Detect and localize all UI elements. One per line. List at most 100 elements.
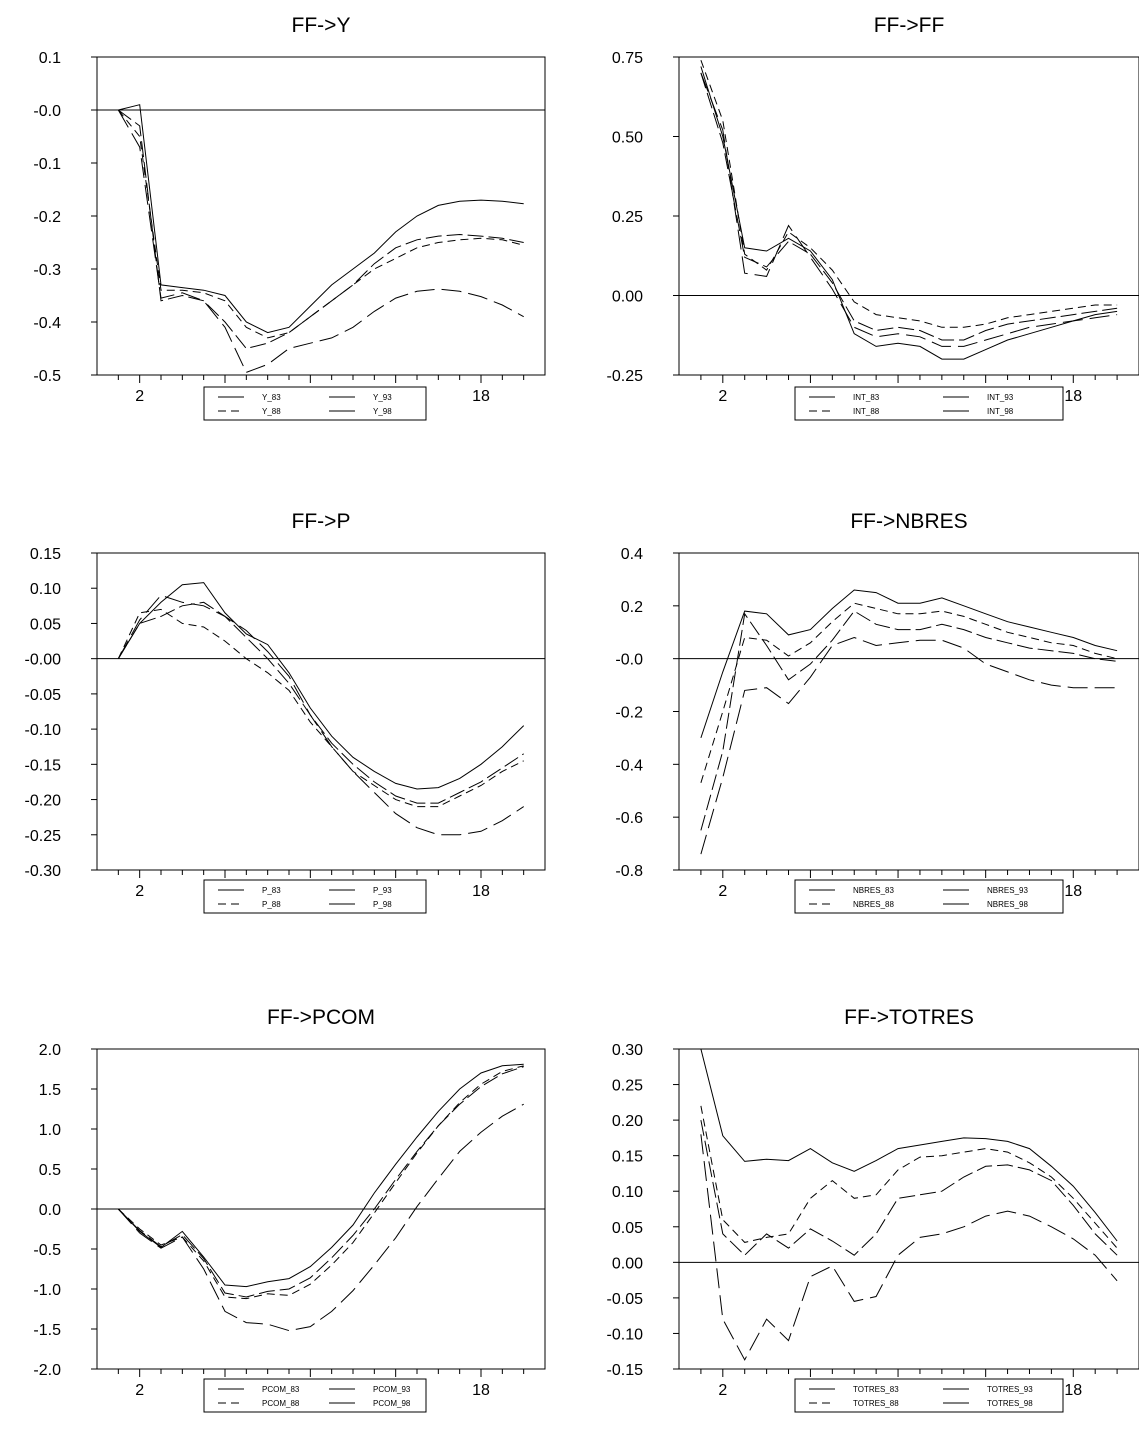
y-tick-label: -0.2 [615,705,643,722]
y-tick-label: 0.25 [612,209,643,226]
legend-label: Y_98 [373,407,392,416]
legend-label: PCOM_98 [373,1399,411,1408]
legend-label: PCOM_93 [373,1385,411,1394]
y-tick-label: 0.25 [612,1078,643,1095]
y-tick-label: 0.2 [621,599,643,616]
chart-panel: FF->PCOM 2.0 1.5 1.0 0.5 0.0 -0.5 -1.0 -1.5 -2.0 2… [33,1006,546,1413]
y-tick-label: 0.15 [30,546,61,563]
y-tick-label: -0.25 [607,368,644,385]
y-tick-label: -0.30 [25,863,62,880]
series-line-int_83 [700,66,1118,360]
series-line-int_88 [700,60,1118,328]
chart-panel: FF->P 0.15 0.10 0.05 -0.00 -0.05 -0.10 -0.15 -0.… [25,510,546,914]
y-tick-label: -0.3 [33,262,61,279]
legend-box [203,879,427,914]
y-tick-label: 0.15 [612,1149,643,1166]
legend-label: INT_83 [853,393,880,402]
chart-panel: FF->NBRES0.40.2-0.0-0.2-0.4-0.6-0.826101… [615,510,1139,914]
y-tick-label: -0.1 [33,156,61,173]
chart-title: FF->P [292,510,351,533]
y-tick-label: -0.2 [33,209,61,226]
legend-label: TOTRES_83 [853,1385,899,1394]
y-tick-label: -0.6 [615,810,643,827]
y-tick-label: -0.10 [607,1326,644,1343]
y-tick-label: -0.15 [607,1362,644,1379]
legend-label: NBRES_93 [987,886,1028,895]
y-tick-label: 0.0 [39,1202,61,1219]
legend-label: P_93 [373,886,392,895]
chart-title: FF->FF [874,14,945,37]
plot-frame [96,56,546,376]
y-tick-label: -0.4 [615,757,643,774]
x-tick-label: 18 [1064,388,1082,405]
series-line-p_83 [117,582,525,790]
series-line-totres_93 [700,1120,1118,1256]
legend-label: PCOM_83 [262,1385,300,1394]
plot-frame [678,1048,1139,1370]
legend-label: Y_83 [262,393,281,402]
y-tick-label: -0.05 [607,1291,644,1308]
plot-frame [96,552,546,871]
x-tick-label: 18 [472,883,490,900]
y-tick-label: -0.5 [33,1242,61,1259]
legend-label: P_98 [373,900,392,909]
series-line-nbres_98 [700,636,1118,855]
chart-title: FF->TOTRES [844,1006,974,1029]
legend-label: TOTRES_88 [853,1399,899,1408]
legend-box [794,879,1064,914]
y-tick-label: 0.30 [612,1042,643,1059]
y-tick-label: -0.8 [615,863,643,880]
plot-frame [678,56,1139,376]
y-tick-label: -0.15 [25,757,62,774]
chart-title: FF->NBRES [850,510,967,533]
series-line-y_83 [118,104,524,334]
series-line-y_88 [117,109,524,339]
series-line-p_88 [117,608,524,808]
x-tick-label: 18 [1064,1382,1082,1399]
y-tick-label: 0.50 [612,130,643,147]
y-tick-label: -0.00 [25,652,62,669]
series-line-pcom_83 [117,1063,524,1288]
chart-panel: FF->Y0.1-0.0-0.1-0.2-0.3-0.4-0.526101418… [33,14,546,421]
series-line-y_98 [117,109,524,374]
legend-label: P_88 [262,900,281,909]
legend-label: Y_88 [262,407,281,416]
y-tick-label: -0.05 [25,687,62,704]
legend-label: NBRES_83 [853,886,894,895]
y-tick-label: -0.4 [33,315,61,332]
series-line-totres_83 [700,1048,1118,1242]
y-tick-label: 0.75 [612,50,643,67]
series-line-y_93 [118,109,524,350]
series-line-totres_88 [700,1105,1118,1249]
y-tick-label: 0.10 [30,581,61,598]
legend-box [203,1378,427,1413]
series-line-nbres_83 [700,589,1118,739]
legend-label: INT_88 [853,407,880,416]
y-tick-label: -1.5 [33,1322,61,1339]
y-tick-label: 0.00 [612,1255,643,1272]
y-tick-label: 0.5 [39,1162,61,1179]
y-tick-label: 0.05 [30,616,61,633]
legend-label: Y_93 [373,393,392,402]
legend-label: NBRES_98 [987,900,1028,909]
series-line-nbres_88 [700,602,1118,783]
y-tick-label: 1.0 [39,1122,61,1139]
legend-label: TOTRES_98 [987,1399,1033,1408]
x-tick-label: 2 [135,388,144,405]
y-tick-label: -2.0 [33,1362,61,1379]
legend-box [794,386,1064,421]
x-tick-label: 2 [135,883,144,900]
y-tick-label: 0.1 [39,50,61,67]
x-tick-label: 2 [718,388,727,405]
legend-label: PCOM_88 [262,1399,300,1408]
y-tick-label: 0.4 [621,546,643,563]
series-line-nbres_93 [700,610,1118,831]
y-tick-label: -0.0 [33,103,61,120]
legend-label: INT_93 [987,393,1014,402]
series-line-pcom_93 [117,1066,524,1298]
chart-title: FF->PCOM [267,1006,375,1029]
legend-box [203,386,427,421]
y-tick-label: -0.0 [615,652,643,669]
plot-frame [678,552,1139,871]
y-tick-label: -0.25 [25,828,62,845]
